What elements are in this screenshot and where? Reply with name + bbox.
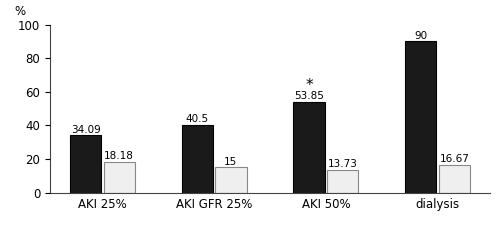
Text: 15: 15 [224,157,237,167]
Bar [216,167,246,193]
Bar [405,41,436,193]
Text: 53.85: 53.85 [294,91,324,101]
Text: %: % [15,5,26,18]
Bar [327,170,358,193]
Bar [104,162,135,193]
Bar [182,125,213,193]
Text: 40.5: 40.5 [186,114,209,124]
Text: 18.18: 18.18 [104,151,134,161]
Text: 34.09: 34.09 [71,124,101,135]
Bar [438,165,470,193]
Text: 90: 90 [414,31,428,41]
Bar [70,135,102,193]
Text: 16.67: 16.67 [440,154,470,164]
Bar [294,102,324,193]
Text: 13.73: 13.73 [328,159,358,169]
Text: *: * [306,78,313,93]
